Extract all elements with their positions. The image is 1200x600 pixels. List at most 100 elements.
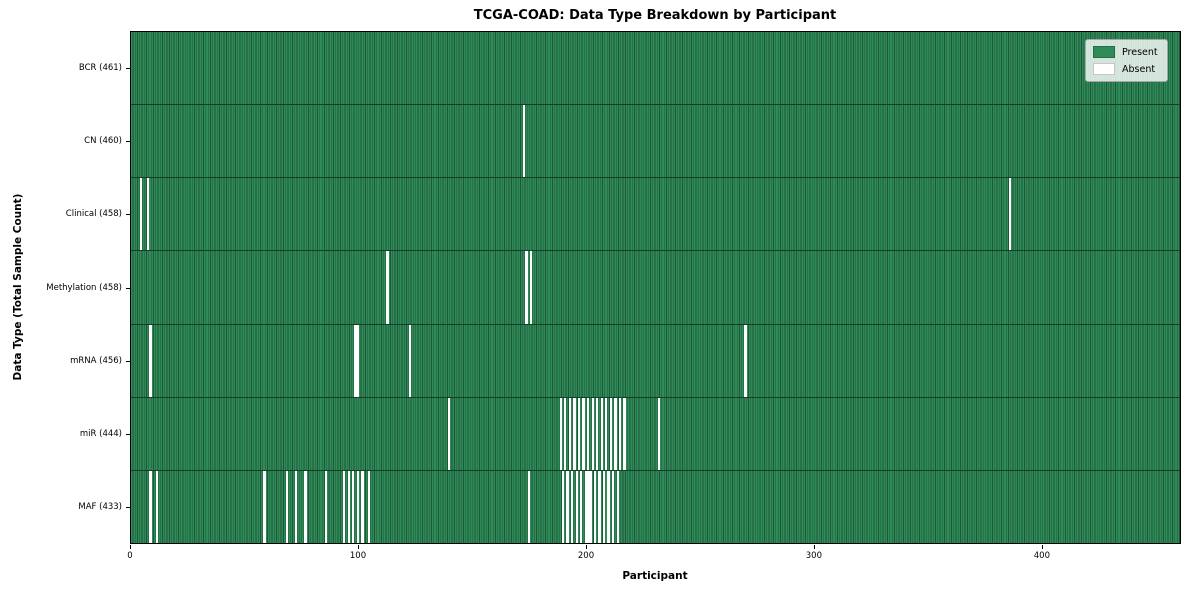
absent-gap (523, 105, 526, 178)
absent-gap (602, 470, 606, 543)
x-tick-label: 400 (1033, 551, 1051, 561)
y-tick-label-mrna: mRNA (456) (70, 355, 122, 366)
absent-gap (304, 470, 307, 543)
x-tick-mark (130, 545, 131, 549)
row-band-bcr (131, 32, 1180, 106)
x-axis-label: Participant (622, 570, 688, 582)
absent-gap (577, 397, 581, 470)
legend-item-absent: Absent (1093, 63, 1158, 75)
absent-swatch-icon (1093, 63, 1115, 75)
absent-gap (343, 470, 346, 543)
absent-gap (447, 397, 451, 470)
row-band-methylation (131, 251, 1180, 325)
absent-gap (559, 397, 562, 470)
absent-gap (573, 397, 576, 470)
absent-gap (529, 251, 533, 324)
absent-gap (598, 470, 601, 543)
absent-gap (744, 324, 747, 397)
absent-gap (324, 470, 328, 543)
absent-gap (575, 470, 578, 543)
y-tick-mark (126, 434, 130, 436)
absent-gap (609, 397, 613, 470)
absent-gap (586, 470, 590, 543)
absent-gap (616, 470, 619, 543)
absent-gap (409, 324, 412, 397)
y-tick-label-methylation: Methylation (458) (46, 282, 122, 293)
absent-gap (596, 397, 599, 470)
absent-gap (561, 470, 565, 543)
absent-gap (140, 178, 143, 251)
absent-gap (586, 397, 590, 470)
absent-gap (368, 470, 371, 543)
legend-label-present: Present (1122, 46, 1158, 58)
absent-gap (612, 470, 615, 543)
absent-gap (618, 397, 622, 470)
absent-gap (361, 470, 364, 543)
x-tick-label: 0 (127, 551, 133, 561)
x-tick-label: 300 (805, 551, 823, 561)
absent-gap (295, 470, 298, 543)
absent-gap (1008, 178, 1012, 251)
legend: Present Absent (1085, 39, 1168, 82)
y-axis-tick-labels: BCR (461) CN (460) Clinical (458) Methylati… (0, 31, 122, 544)
absent-gap (263, 470, 266, 543)
row-band-maf (131, 470, 1180, 543)
plot-area (130, 31, 1181, 544)
y-tick-mark (126, 287, 130, 289)
absent-gap (584, 470, 587, 543)
absent-gap (623, 397, 626, 470)
x-tick-label: 100 (349, 551, 367, 561)
absent-gap (600, 397, 603, 470)
y-tick-mark (126, 507, 130, 509)
absent-gap (356, 470, 359, 543)
x-tick-mark (358, 545, 359, 549)
absent-gap (386, 251, 389, 324)
chart-title: TCGA-COAD: Data Type Breakdown by Partic… (473, 8, 837, 23)
y-tick-mark (126, 67, 130, 69)
absent-gap (347, 470, 350, 543)
y-tick-label-cn: CN (460) (84, 135, 122, 146)
absent-gap (582, 397, 585, 470)
absent-gap (566, 470, 569, 543)
absent-gap (589, 470, 592, 543)
absent-gap (525, 251, 528, 324)
x-tick-mark (1041, 545, 1043, 549)
absent-gap (149, 324, 152, 397)
absent-gap (286, 470, 289, 543)
absent-gap (591, 397, 594, 470)
y-tick-mark (126, 360, 130, 362)
absent-gap (593, 470, 597, 543)
absent-gap (352, 470, 355, 543)
y-tick-label-bcr: BCR (461) (78, 62, 122, 73)
y-tick-mark (126, 140, 130, 142)
row-band-clinical (131, 178, 1180, 252)
legend-label-absent: Absent (1122, 63, 1156, 75)
absent-gap (149, 470, 152, 543)
absent-gap (657, 397, 660, 470)
row-band-mir (131, 397, 1180, 471)
x-tick-mark (586, 545, 587, 549)
row-band-cn (131, 105, 1180, 179)
absent-gap (568, 397, 572, 470)
absent-gap (607, 470, 610, 543)
absent-gap (356, 324, 359, 397)
absent-gap (564, 397, 567, 470)
y-tick-label-clinical: Clinical (458) (65, 209, 122, 220)
y-tick-label-mir: miR (444) (79, 429, 122, 440)
absent-gap (146, 178, 150, 251)
y-tick-label-maf: MAF (433) (78, 502, 122, 513)
legend-item-present: Present (1093, 46, 1158, 58)
absent-gap (614, 397, 617, 470)
absent-gap (571, 470, 574, 543)
absent-gap (605, 397, 608, 470)
row-band-mrna (131, 324, 1180, 398)
y-tick-mark (126, 214, 130, 216)
absent-gap (156, 470, 159, 543)
present-swatch-icon (1093, 46, 1115, 58)
absent-gap (580, 470, 583, 543)
absent-gap (354, 324, 357, 397)
absent-gap (527, 470, 530, 543)
x-tick-mark (813, 545, 815, 549)
x-tick-label: 200 (577, 551, 595, 561)
